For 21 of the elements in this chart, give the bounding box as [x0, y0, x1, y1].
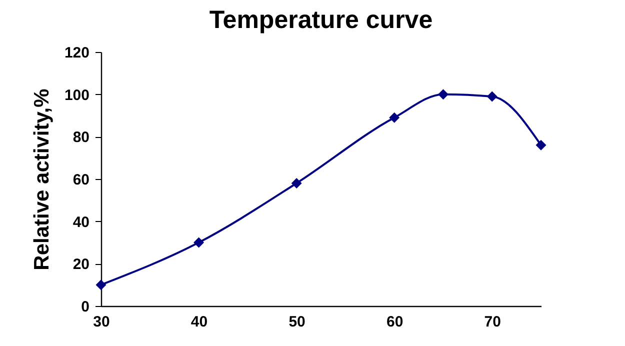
y-tick-label: 80 [72, 129, 90, 146]
y-tick-label: 0 [81, 298, 90, 316]
point [536, 140, 546, 150]
y-tick-label: 60 [72, 172, 90, 188]
y-axis-title: Relative activity,% [30, 88, 54, 270]
y-tick-label: 20 [72, 256, 90, 274]
x-tick-label: 50 [288, 314, 306, 330]
point [96, 280, 106, 290]
y-tick-label: 100 [64, 86, 90, 104]
point [194, 237, 204, 248]
point [486, 91, 498, 102]
x-tick-label: 40 [190, 314, 208, 330]
point [389, 112, 400, 123]
x-tick-label: 30 [93, 314, 110, 330]
x-tick-label: 70 [484, 314, 501, 330]
y-tick-label: 40 [72, 214, 90, 231]
y-tick-label: 120 [64, 44, 90, 62]
chart-title: Temperature curve [209, 6, 433, 34]
point [291, 178, 302, 188]
x-tick-label: 60 [386, 314, 404, 330]
point [438, 89, 448, 100]
